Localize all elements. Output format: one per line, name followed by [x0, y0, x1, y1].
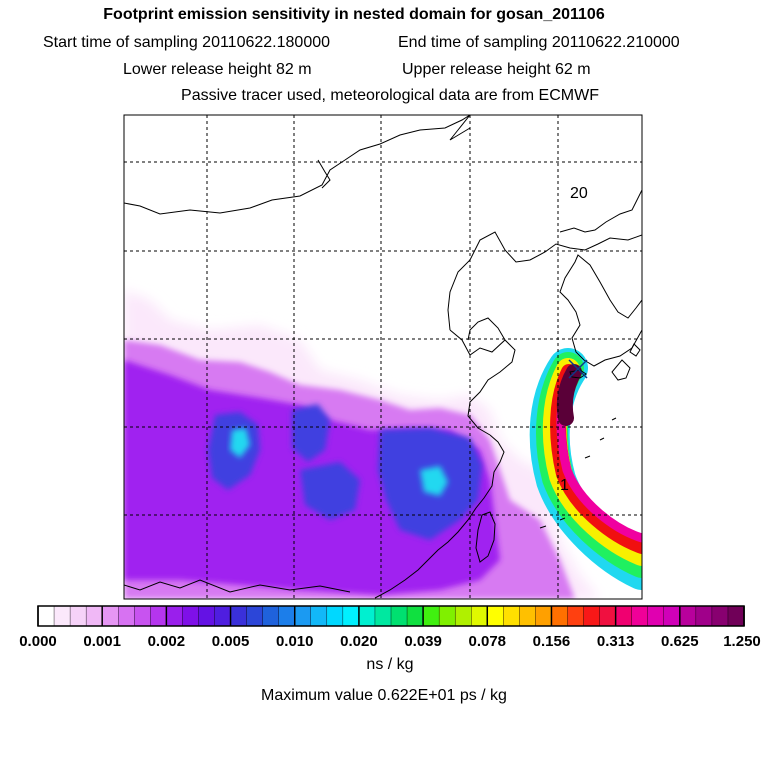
colorbar-cell — [406, 605, 424, 627]
colorbar-cell — [246, 605, 264, 627]
colorbar-cell — [599, 605, 617, 627]
bohai-coast — [449, 329, 516, 436]
mongolia-border — [124, 115, 471, 215]
colorbar-cell — [647, 605, 665, 627]
day-label-20: 20 — [570, 185, 588, 202]
ryukyu-islands — [539, 417, 617, 529]
colorbar-cell — [727, 605, 745, 627]
japan-islet — [629, 343, 641, 357]
colorbar-cell — [679, 605, 697, 627]
colorbar-cell — [294, 605, 312, 627]
colorbar-cell — [551, 605, 569, 627]
hainan-southcoast — [124, 579, 351, 593]
colorbar-cell — [150, 605, 168, 627]
colorbar-cell — [374, 605, 392, 627]
colorbar-unit: ns / kg — [366, 656, 414, 673]
colorbar-cell — [342, 605, 360, 627]
start-time-label: Start time of sampling 20110622.180000 — [43, 34, 331, 51]
maximum-value-label: Maximum value 0.622E+01 ps / kg — [261, 687, 507, 704]
inner-mongolia-line — [317, 159, 331, 189]
colorbar-cell — [567, 605, 585, 627]
japan-kyushu — [611, 359, 631, 381]
colorbar-cell — [69, 605, 87, 627]
colorbar-cell — [695, 605, 713, 627]
colorbar-cells — [37, 605, 745, 627]
colorbar-cell — [615, 605, 633, 627]
colorbar-cell — [53, 605, 71, 627]
gridlines — [124, 115, 642, 599]
colorbar-tick-label: 0.078 — [468, 633, 506, 650]
colorbar-cell — [37, 605, 55, 627]
colorbar-tick-label: 0.000 — [19, 633, 57, 650]
colorbar-cell — [503, 605, 521, 627]
colorbar-cell — [278, 605, 296, 627]
colorbar-tick-label: 0.010 — [276, 633, 314, 650]
lower-release-label: Lower release height 82 m — [123, 61, 312, 78]
colorbar-cell — [166, 605, 184, 627]
colorbar-cell — [310, 605, 328, 627]
colorbar-cell — [118, 605, 135, 627]
map-frame — [123, 114, 643, 600]
colorbar-tick-label: 0.625 — [661, 633, 699, 650]
colorbar-ticks: 0.000 0.001 0.002 0.005 0.010 0.020 0.039 0.078… — [19, 606, 761, 650]
taiwan — [475, 511, 496, 563]
china-korea-border — [447, 231, 642, 331]
colorbar-cell — [85, 605, 103, 627]
day-label-1: 1 — [560, 477, 569, 494]
colorbar-cell — [182, 605, 200, 627]
colorbar-cell — [454, 605, 472, 627]
colorbar-cell — [214, 605, 232, 627]
colorbar-cell — [663, 605, 681, 627]
figure-title: Footprint emission sensitivity in nested… — [103, 6, 605, 23]
colorbar-cell — [535, 605, 553, 627]
colorbar-cell — [519, 605, 537, 627]
colorbar-cell — [631, 605, 649, 627]
east-china-coast — [374, 434, 505, 599]
tracer-info: Passive tracer used, meteorological data… — [181, 87, 599, 104]
colorbar-tick-label: 0.313 — [597, 633, 635, 650]
colorbar-cell — [262, 605, 280, 627]
colorbar-cell — [471, 605, 488, 627]
colorbar-cell — [422, 605, 440, 627]
field-cyan-patch — [420, 466, 448, 496]
colorbar-cell — [487, 605, 505, 627]
colorbar-tick-label: 0.156 — [533, 633, 571, 650]
colorbar-cell — [134, 605, 152, 627]
colorbar-cell — [358, 605, 376, 627]
colorbar-cell — [438, 605, 456, 627]
northeast-border — [449, 115, 471, 141]
colorbar-tick-label: 1.250 — [723, 633, 761, 650]
colorbar-tick-label: 0.002 — [148, 633, 186, 650]
sensitivity-field — [124, 290, 642, 599]
field-blue-patch — [292, 404, 330, 462]
colorbar-cell — [101, 605, 119, 627]
receptor-marker — [568, 359, 588, 379]
colorbar-cell — [230, 605, 248, 627]
korea-peninsula — [559, 254, 642, 367]
colorbar-cell — [711, 605, 729, 627]
field-cyan-patch — [230, 428, 250, 458]
colorbar-cell — [583, 605, 601, 627]
colorbar-cell — [326, 605, 344, 627]
far-northeast — [559, 189, 642, 233]
colorbar-tick-label: 0.001 — [83, 633, 121, 650]
end-time-label: End time of sampling 20110622.210000 — [398, 34, 680, 51]
colorbar-cell — [390, 605, 408, 627]
field-blue-patch — [300, 462, 360, 520]
colorbar-cell — [198, 605, 216, 627]
upper-release-label: Upper release height 62 m — [402, 61, 591, 78]
colorbar-tick-label: 0.020 — [340, 633, 378, 650]
colorbar-tick-label: 0.039 — [404, 633, 442, 650]
receptor-cross — [568, 359, 588, 379]
colorbar-tick-label: 0.005 — [212, 633, 250, 650]
